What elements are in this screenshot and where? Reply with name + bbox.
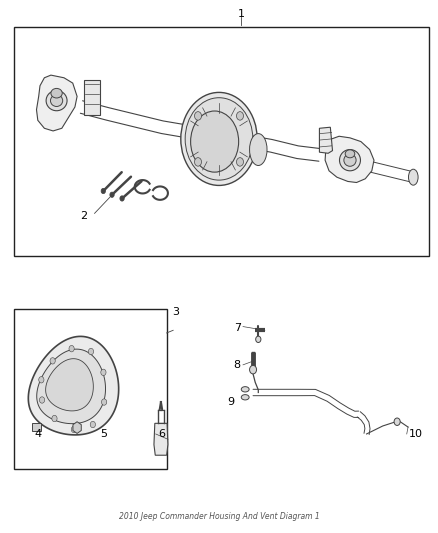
Circle shape (237, 158, 244, 166)
Circle shape (101, 188, 106, 193)
Polygon shape (325, 136, 374, 182)
Circle shape (194, 158, 201, 166)
Bar (14, 27, 428, 256)
Polygon shape (319, 127, 332, 154)
Ellipse shape (241, 386, 249, 392)
Polygon shape (154, 423, 168, 455)
Circle shape (394, 418, 400, 425)
Ellipse shape (46, 91, 67, 111)
Polygon shape (36, 75, 77, 131)
Circle shape (39, 377, 44, 383)
Ellipse shape (250, 134, 267, 165)
Circle shape (90, 422, 95, 427)
Circle shape (102, 399, 107, 405)
Ellipse shape (191, 111, 239, 172)
Text: 2: 2 (80, 211, 87, 221)
Circle shape (194, 111, 201, 120)
Ellipse shape (344, 154, 356, 166)
Text: 8: 8 (234, 360, 241, 370)
Ellipse shape (181, 92, 257, 185)
Ellipse shape (409, 169, 418, 185)
Circle shape (120, 196, 124, 201)
Circle shape (71, 426, 77, 433)
Circle shape (88, 349, 94, 355)
Circle shape (52, 415, 57, 422)
Polygon shape (46, 359, 93, 411)
Text: 3: 3 (172, 306, 179, 317)
Circle shape (110, 192, 114, 197)
Circle shape (101, 369, 106, 376)
Text: 10: 10 (409, 429, 423, 439)
Ellipse shape (50, 95, 63, 107)
Circle shape (237, 111, 244, 120)
FancyBboxPatch shape (84, 80, 100, 115)
Circle shape (50, 358, 55, 364)
Ellipse shape (185, 98, 253, 180)
Polygon shape (37, 349, 106, 424)
Text: 1: 1 (237, 9, 244, 19)
Ellipse shape (51, 88, 62, 98)
Ellipse shape (241, 394, 249, 400)
Bar (14, 309, 166, 469)
Circle shape (250, 366, 257, 374)
Text: 4: 4 (34, 429, 41, 439)
Text: 7: 7 (234, 322, 241, 333)
Text: 9: 9 (227, 397, 234, 407)
Polygon shape (28, 336, 119, 435)
Ellipse shape (345, 150, 355, 158)
Text: 6: 6 (158, 429, 165, 439)
Bar (32, 423, 41, 431)
Circle shape (69, 345, 74, 352)
Ellipse shape (339, 150, 360, 171)
Text: 2010 Jeep Commander Housing And Vent Diagram 1: 2010 Jeep Commander Housing And Vent Dia… (119, 512, 319, 521)
Circle shape (39, 397, 45, 403)
Circle shape (256, 336, 261, 343)
Text: 5: 5 (100, 429, 107, 439)
